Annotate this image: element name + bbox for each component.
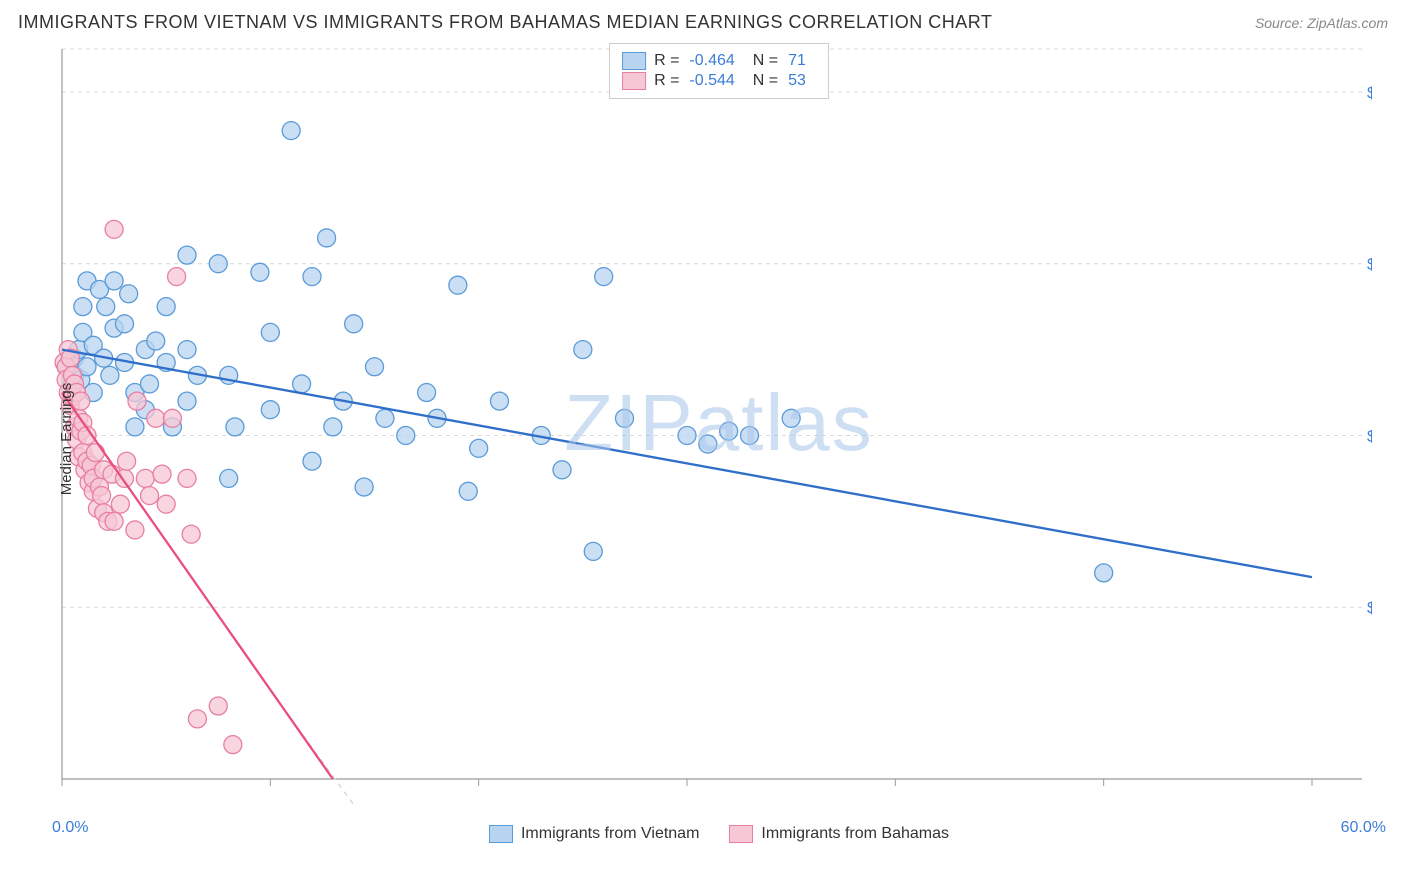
swatch-icon xyxy=(729,825,753,843)
svg-text:$60,000: $60,000 xyxy=(1367,257,1372,274)
legend-item-bahamas: Immigrants from Bahamas xyxy=(729,825,949,843)
n-label: N = xyxy=(753,72,778,90)
legend-row-vietnam: R = -0.464 N = 71 xyxy=(622,52,816,70)
x-axis-max: 60.0% xyxy=(1341,819,1386,837)
chart-title: IMMIGRANTS FROM VIETNAM VS IMMIGRANTS FR… xyxy=(18,12,992,33)
swatch-icon xyxy=(622,52,646,70)
n-value: 71 xyxy=(788,52,806,70)
x-axis-min: 0.0% xyxy=(52,819,88,837)
chart-container: Median Earnings ZIPatlas R = -0.464 N = … xyxy=(52,39,1386,839)
legend-item-vietnam: Immigrants from Vietnam xyxy=(489,825,699,843)
r-label: R = xyxy=(654,72,679,90)
r-value: -0.544 xyxy=(689,72,734,90)
n-label: N = xyxy=(753,52,778,70)
svg-text:$80,000: $80,000 xyxy=(1367,85,1372,102)
swatch-icon xyxy=(622,72,646,90)
r-label: R = xyxy=(654,52,679,70)
n-value: 53 xyxy=(788,72,806,90)
svg-text:$40,000: $40,000 xyxy=(1367,428,1372,445)
swatch-icon xyxy=(489,825,513,843)
source-attribution: Source: ZipAtlas.com xyxy=(1255,15,1388,31)
legend-label: Immigrants from Bahamas xyxy=(761,825,949,843)
r-value: -0.464 xyxy=(689,52,734,70)
correlation-legend: R = -0.464 N = 71 R = -0.544 N = 53 xyxy=(609,43,829,99)
scatter-plot: $20,000 $40,000 $60,000 $80,000 xyxy=(52,39,1372,809)
y-axis-label: Median Earnings xyxy=(58,383,75,496)
series-legend: Immigrants from Vietnam Immigrants from … xyxy=(489,825,949,843)
svg-text:$20,000: $20,000 xyxy=(1367,600,1372,617)
legend-label: Immigrants from Vietnam xyxy=(521,825,699,843)
legend-row-bahamas: R = -0.544 N = 53 xyxy=(622,72,816,90)
